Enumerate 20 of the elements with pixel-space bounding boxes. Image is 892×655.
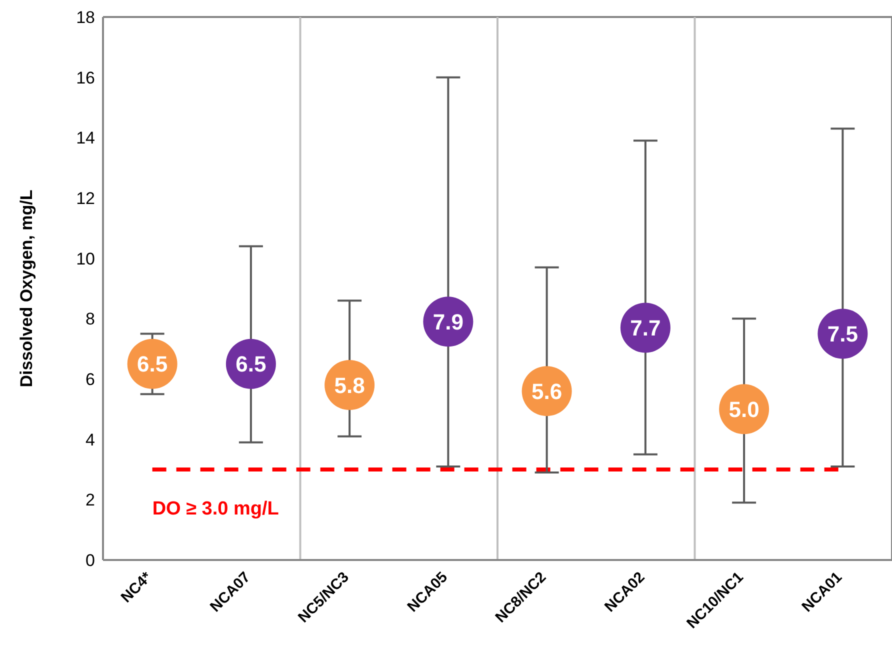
data-label: 5.8 bbox=[334, 372, 365, 398]
y-axis-title: Dissolved Oxygen, mg/L bbox=[17, 190, 36, 388]
y-tick-label: 12 bbox=[76, 189, 95, 208]
data-label: 5.6 bbox=[532, 378, 562, 404]
y-tick-label: 2 bbox=[86, 490, 95, 510]
y-tick-label: 18 bbox=[76, 8, 95, 28]
data-label: 5.0 bbox=[728, 396, 760, 422]
ref-line-label: DO ≥ 3.0 mg/L bbox=[152, 498, 280, 520]
y-tick-label: 4 bbox=[86, 430, 95, 450]
data-label: 7.7 bbox=[630, 316, 661, 341]
y-tick-label: 6 bbox=[86, 370, 95, 390]
data-label: 7.5 bbox=[827, 322, 858, 347]
data-label: 6.5 bbox=[137, 352, 168, 377]
y-tick-label: 14 bbox=[76, 128, 95, 148]
y-tick-label: 16 bbox=[76, 68, 95, 88]
y-tick-label: 8 bbox=[86, 310, 95, 329]
y-tick-label: 10 bbox=[76, 249, 95, 268]
data-label: 7.9 bbox=[432, 309, 464, 334]
y-tick-label: 0 bbox=[86, 551, 95, 570]
data-label: 6.5 bbox=[236, 352, 266, 377]
